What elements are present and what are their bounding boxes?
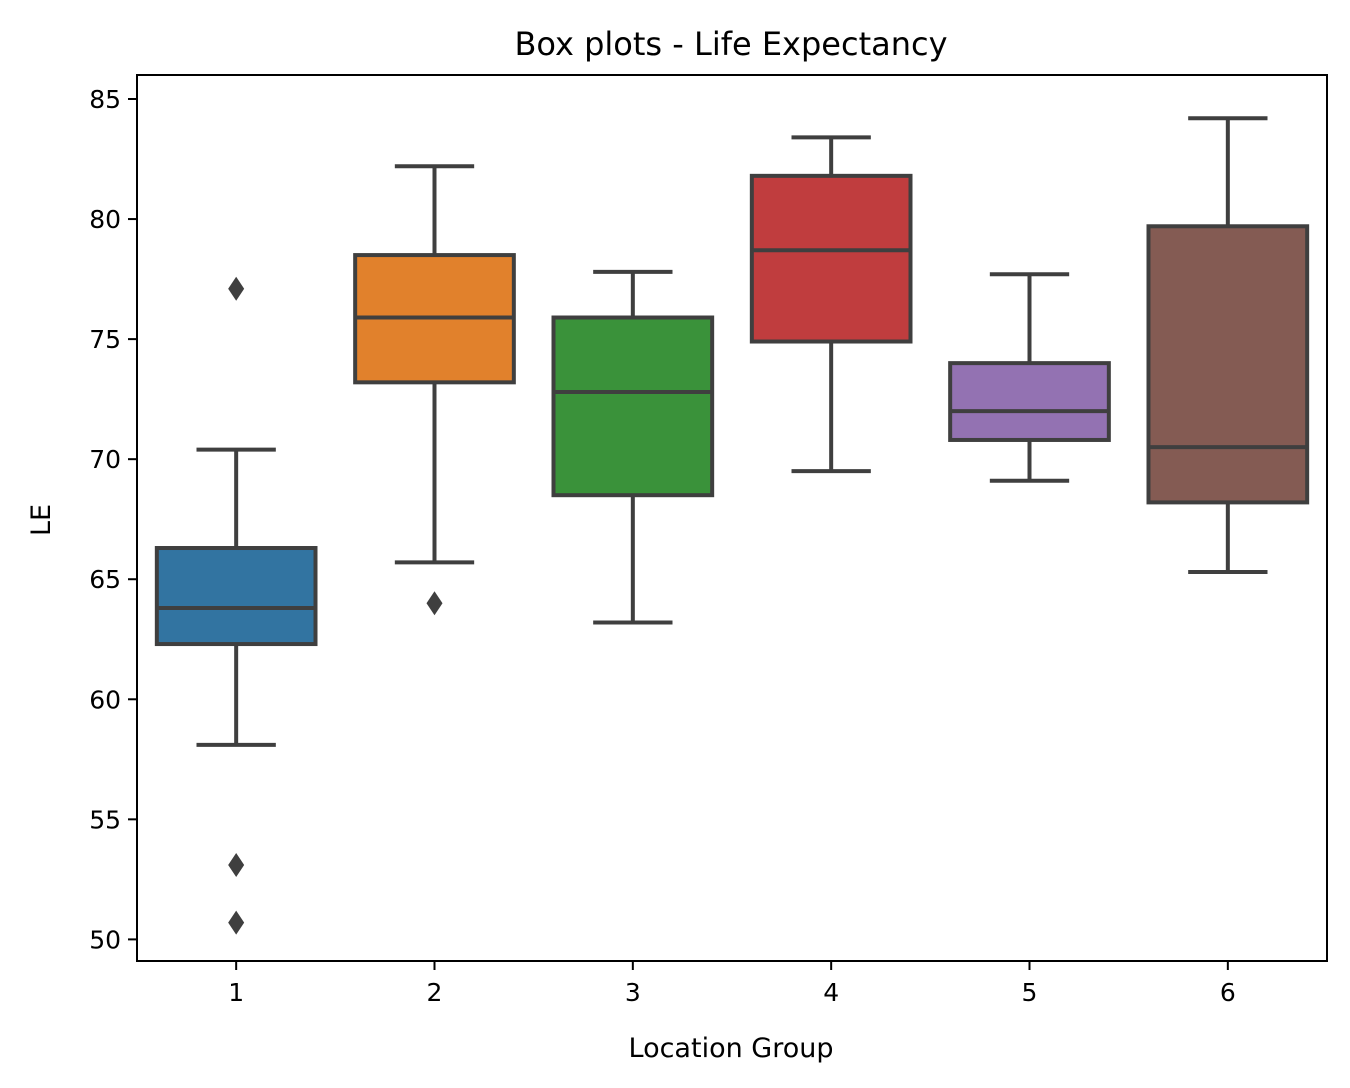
y-tick-label: 60: [89, 685, 121, 714]
plot-frame: [136, 74, 1328, 962]
box-iqr-3: [551, 315, 715, 498]
box-group-2: [353, 164, 516, 616]
y-axis: 50 55 60 65 70 75 80 85: [89, 85, 137, 954]
x-tick-label: 1: [228, 978, 244, 1007]
box-group-3: [551, 269, 715, 625]
y-tick-label: 50: [89, 925, 121, 954]
y-tick-label: 55: [89, 805, 121, 834]
box-group-4: [749, 135, 913, 474]
x-tick-label: 5: [1022, 978, 1038, 1007]
x-tick-label: 6: [1220, 978, 1236, 1007]
box-group-6: [1146, 116, 1310, 575]
chart-title: Box plots - Life Expectancy: [514, 25, 947, 63]
plot-area: [154, 116, 1310, 935]
outlier-marker: [228, 276, 245, 301]
box-iqr-6: [1146, 224, 1310, 505]
box-group-5: [948, 272, 1111, 483]
x-tick-label: 3: [625, 978, 641, 1007]
box-iqr-1: [154, 546, 318, 647]
outlier-marker: [228, 852, 245, 877]
y-tick-label: 80: [89, 205, 121, 234]
box-iqr-5: [948, 361, 1111, 442]
box-iqr-4: [749, 173, 913, 344]
box-group-1: [154, 276, 318, 935]
x-axis-label: Location Group: [629, 1033, 834, 1064]
y-tick-label: 65: [89, 565, 121, 594]
x-tick-label: 4: [823, 978, 839, 1007]
x-tick-label: 2: [427, 978, 443, 1007]
y-tick-label: 70: [89, 445, 121, 474]
y-tick-label: 85: [89, 85, 121, 114]
y-axis-label: LE: [26, 504, 57, 536]
outlier-marker: [228, 910, 245, 935]
y-tick-label: 75: [89, 325, 121, 354]
x-axis: 1 2 3 4 5 6: [228, 961, 1236, 1007]
outlier-marker: [426, 591, 443, 616]
